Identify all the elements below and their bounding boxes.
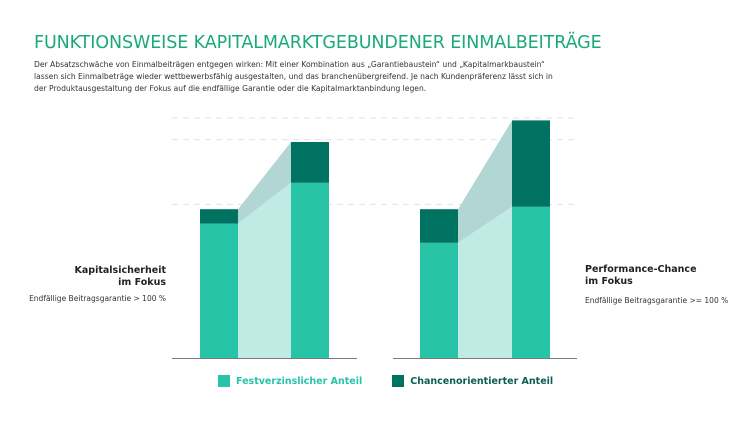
right-chart-subtitle: Endfällige Beitragsgarantie >= 100 % xyxy=(585,296,729,305)
legend-swatch-chance xyxy=(392,375,405,387)
intro-paragraph: Der Absatzschwäche von Einmalbeiträgen e… xyxy=(34,60,553,94)
legend-swatch-fixed xyxy=(218,375,230,387)
left-chart-subtitle: Endfällige Beitragsgarantie > 100 % xyxy=(29,294,166,303)
panel-0-chance-band xyxy=(238,142,291,224)
panel-0-bar-1-chance xyxy=(291,142,329,183)
legend: Festverzinslicher Anteil Chancenorientie… xyxy=(218,375,583,387)
panel-1-chance-band xyxy=(458,120,512,243)
legend-label-chance: Chancenorientierter Anteil xyxy=(410,375,554,387)
panel-1-fixed-band xyxy=(458,206,512,358)
panel-1-bar-0-fixed xyxy=(420,242,458,358)
page-title: FUNKTIONSWEISE KAPITALMARKTGEBUNDENER EI… xyxy=(34,33,602,53)
legend-item-fixed: Festverzinslicher Anteil xyxy=(218,375,362,387)
panel-0-bar-0-fixed xyxy=(200,223,238,358)
panel-0-bar-1-fixed xyxy=(291,182,329,358)
panel-0-bar-0-chance xyxy=(200,209,238,224)
panel-0-fixed-band xyxy=(238,182,291,358)
left-chart-title: Kapitalsicherheit im Fokus xyxy=(74,265,166,288)
panel-1-bar-1-fixed xyxy=(512,206,550,358)
right-chart-title: Performance-Chance im Fokus xyxy=(585,264,697,287)
panel-1-bar-1-chance xyxy=(512,120,550,207)
panel-1-bar-0-chance xyxy=(420,209,458,243)
legend-label-fixed: Festverzinslicher Anteil xyxy=(236,375,363,387)
legend-item-chance: Chancenorientierter Anteil xyxy=(392,375,553,387)
